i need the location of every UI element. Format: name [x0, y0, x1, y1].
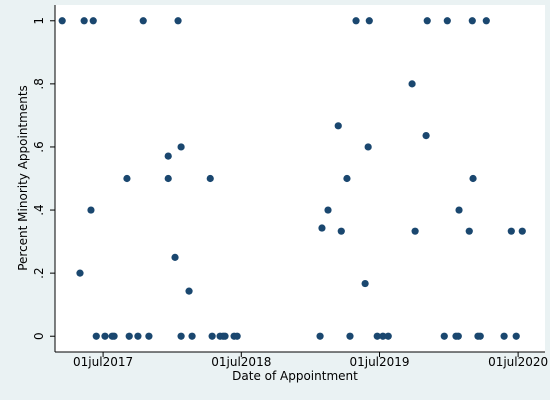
point: [185, 287, 193, 295]
point: [422, 131, 430, 140]
point: [411, 227, 419, 235]
point: [468, 17, 476, 25]
y-tick-label: 1: [32, 17, 46, 25]
x-tick-label: 01jul2020: [488, 355, 548, 369]
point: [346, 332, 354, 340]
point: [364, 143, 372, 151]
point: [188, 332, 196, 340]
point: [469, 174, 477, 183]
point: [139, 17, 147, 25]
point: [518, 227, 526, 235]
point: [80, 17, 88, 25]
point: [87, 206, 95, 214]
point: [423, 17, 431, 25]
point: [145, 332, 153, 340]
point: [125, 332, 133, 340]
x-tick-label: 01jul2019: [349, 355, 409, 369]
point: [76, 269, 84, 277]
point: [174, 17, 182, 25]
point: [476, 332, 484, 340]
point: [352, 17, 360, 25]
point: [318, 224, 326, 232]
point: [379, 332, 387, 340]
point: [465, 227, 473, 235]
point: [408, 80, 416, 88]
y-tick-label: .8: [32, 78, 46, 89]
point: [208, 332, 216, 340]
point: [455, 206, 463, 214]
point: [221, 332, 229, 340]
point: [440, 332, 448, 340]
point: [384, 332, 392, 340]
point: [343, 174, 351, 183]
point: [164, 152, 172, 160]
x-tick-label: 01jul2017: [73, 355, 133, 369]
point: [110, 332, 118, 340]
x-axis-title: Date of Appointment: [232, 369, 358, 383]
point: [361, 279, 369, 288]
y-tick-label: 0: [32, 332, 46, 340]
plot-area: [55, 5, 545, 352]
point: [373, 332, 381, 340]
y-axis-title: Percent Minority Appointments: [16, 85, 30, 271]
point: [337, 227, 345, 235]
point: [206, 174, 214, 183]
point: [233, 332, 241, 340]
point: [443, 17, 451, 25]
point: [89, 17, 97, 25]
point: [482, 17, 490, 25]
point: [324, 206, 332, 214]
point: [123, 174, 131, 183]
point: [92, 332, 100, 340]
y-tick-label: .4: [32, 204, 46, 215]
point: [177, 332, 185, 340]
point: [512, 332, 520, 340]
y-tick-label: .2: [32, 267, 46, 278]
point: [134, 332, 142, 340]
point: [507, 227, 515, 235]
point: [500, 332, 508, 340]
point: [58, 17, 66, 25]
point: [171, 253, 179, 261]
point: [365, 17, 373, 25]
x-tick-label: 01jul2018: [211, 355, 271, 369]
point: [334, 122, 342, 130]
point: [164, 174, 172, 183]
y-tick-label: .6: [32, 141, 46, 152]
point: [316, 332, 324, 340]
point: [177, 143, 185, 151]
point: [101, 332, 109, 340]
point: [454, 332, 462, 340]
